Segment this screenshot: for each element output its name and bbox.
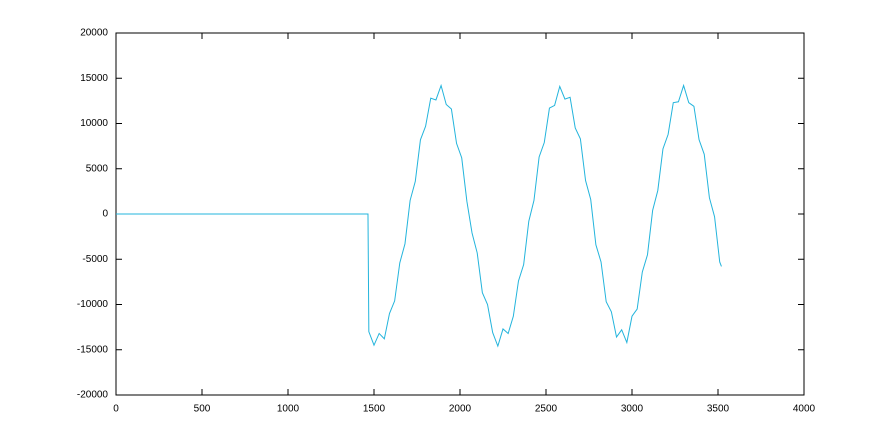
- x-tick-label: 2500: [535, 404, 558, 415]
- data-line: [116, 83, 722, 348]
- x-tick-label: 3500: [707, 404, 730, 415]
- x-tick-label: 3000: [621, 404, 644, 415]
- x-tick-label: 0: [113, 404, 119, 415]
- y-tick-label: -15000: [77, 344, 109, 355]
- y-tick-label: 10000: [80, 118, 108, 129]
- y-tick-label: 0: [102, 209, 108, 220]
- y-tick-label: 5000: [86, 163, 109, 174]
- x-tick-label: 2000: [449, 404, 472, 415]
- y-tick-label: 15000: [80, 73, 108, 84]
- y-tick-label: -20000: [77, 390, 109, 401]
- y-tick-label: -5000: [82, 254, 108, 265]
- x-tick-label: 500: [194, 404, 211, 415]
- y-tick-label: 20000: [80, 28, 108, 39]
- y-tick-label: -10000: [77, 299, 109, 310]
- x-tick-label: 1000: [277, 404, 300, 415]
- x-tick-label: 4000: [793, 404, 816, 415]
- x-tick-label: 1500: [363, 404, 386, 415]
